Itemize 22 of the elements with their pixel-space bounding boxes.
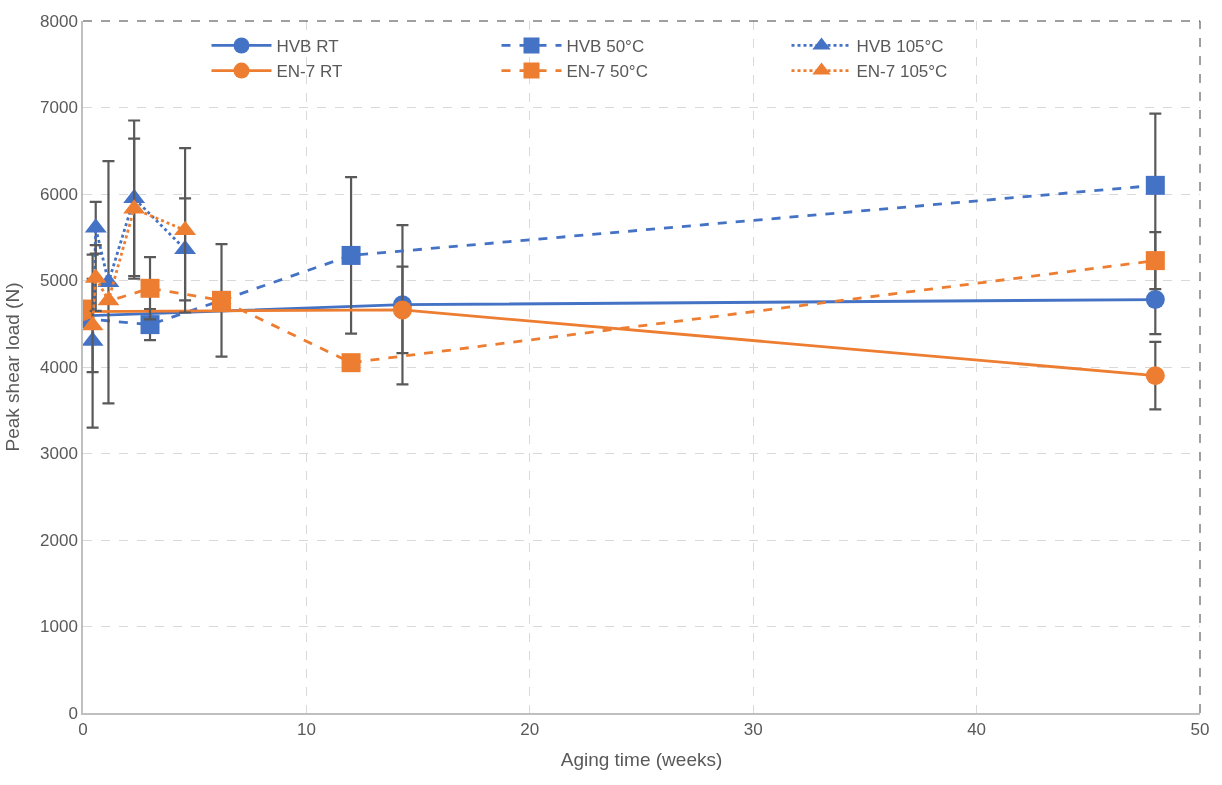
y-tick-label: 8000 — [40, 11, 78, 31]
y-axis-title: Peak shear load (N) — [2, 282, 24, 452]
y-tick-label: 5000 — [40, 271, 78, 291]
x-tick-label: 30 — [743, 720, 763, 740]
legend-label: HVB 105°C — [856, 37, 944, 57]
y-tick-label: 1000 — [40, 617, 78, 637]
y-tick-label: 0 — [68, 703, 78, 723]
y-tick-label: 7000 — [40, 98, 78, 118]
x-axis-title: Aging time (weeks) — [560, 749, 723, 771]
legend-label: EN-7 RT — [276, 62, 343, 82]
x-tick-label: 10 — [296, 720, 316, 740]
legend-label: EN-7 105°C — [856, 62, 948, 82]
y-tick-label: 4000 — [40, 357, 78, 377]
legend-label: EN-7 50°C — [566, 62, 648, 82]
x-tick-label: 50 — [1190, 720, 1210, 740]
y-tick-label: 3000 — [40, 444, 78, 464]
y-tick-label: 2000 — [40, 530, 78, 550]
y-tick-label: 6000 — [40, 184, 78, 204]
x-tick-label: 40 — [967, 720, 987, 740]
legend-label: HVB RT — [276, 37, 339, 57]
legend-label: HVB 50°C — [566, 37, 645, 57]
x-tick-label: 20 — [520, 720, 540, 740]
